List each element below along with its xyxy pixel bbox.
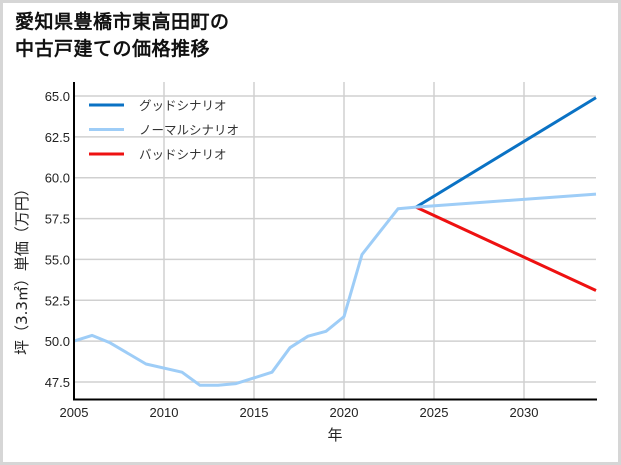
series-line — [73, 192, 597, 387]
y-tick-label: 57.5 — [45, 212, 70, 227]
x-tick-label: 2030 — [510, 405, 539, 420]
x-axis-label: 年 — [327, 426, 342, 444]
x-tick-labels: 2005 2010 2015 2020 2025 2030 — [60, 405, 539, 420]
y-tick-label: 62.5 — [45, 130, 70, 145]
chart-title: 愛知県豊橋市東高田町の 中古戸建ての価格推移 — [15, 9, 230, 63]
y-tick-label: 65.0 — [45, 89, 70, 104]
x-tick-label: 2005 — [60, 405, 89, 420]
axes — [73, 82, 597, 401]
y-tick-label: 55.0 — [45, 252, 70, 267]
legend-label: バッドシナリオ — [139, 147, 227, 162]
x-tick-label: 2020 — [330, 405, 359, 420]
grid-lines — [74, 82, 596, 399]
series-line — [415, 96, 597, 209]
y-tick-label: 60.0 — [45, 171, 70, 186]
chart-card: 愛知県豊橋市東高田町の 中古戸建ての価格推移 — [3, 3, 618, 462]
series-lines — [73, 96, 597, 387]
y-tick-label: 47.5 — [45, 375, 70, 390]
y-tick-labels: 47.5 50.0 52.5 55.0 57.5 60.0 62.5 65.0 — [45, 89, 70, 390]
y-tick-label: 50.0 — [45, 334, 70, 349]
x-tick-label: 2025 — [420, 405, 449, 420]
chart-title-line1: 愛知県豊橋市東高田町の — [15, 11, 230, 33]
chart-title-line2: 中古戸建ての価格推移 — [15, 38, 211, 60]
legend-label: グッドシナリオ — [139, 98, 227, 113]
y-tick-label: 52.5 — [45, 293, 70, 308]
x-tick-label: 2010 — [150, 405, 179, 420]
series-line — [415, 205, 597, 292]
x-tick-label: 2015 — [240, 405, 269, 420]
legend-label: ノーマルシナリオ — [139, 123, 239, 138]
y-axis-label: 坪（3.3㎡）単価（万円） — [13, 181, 31, 355]
